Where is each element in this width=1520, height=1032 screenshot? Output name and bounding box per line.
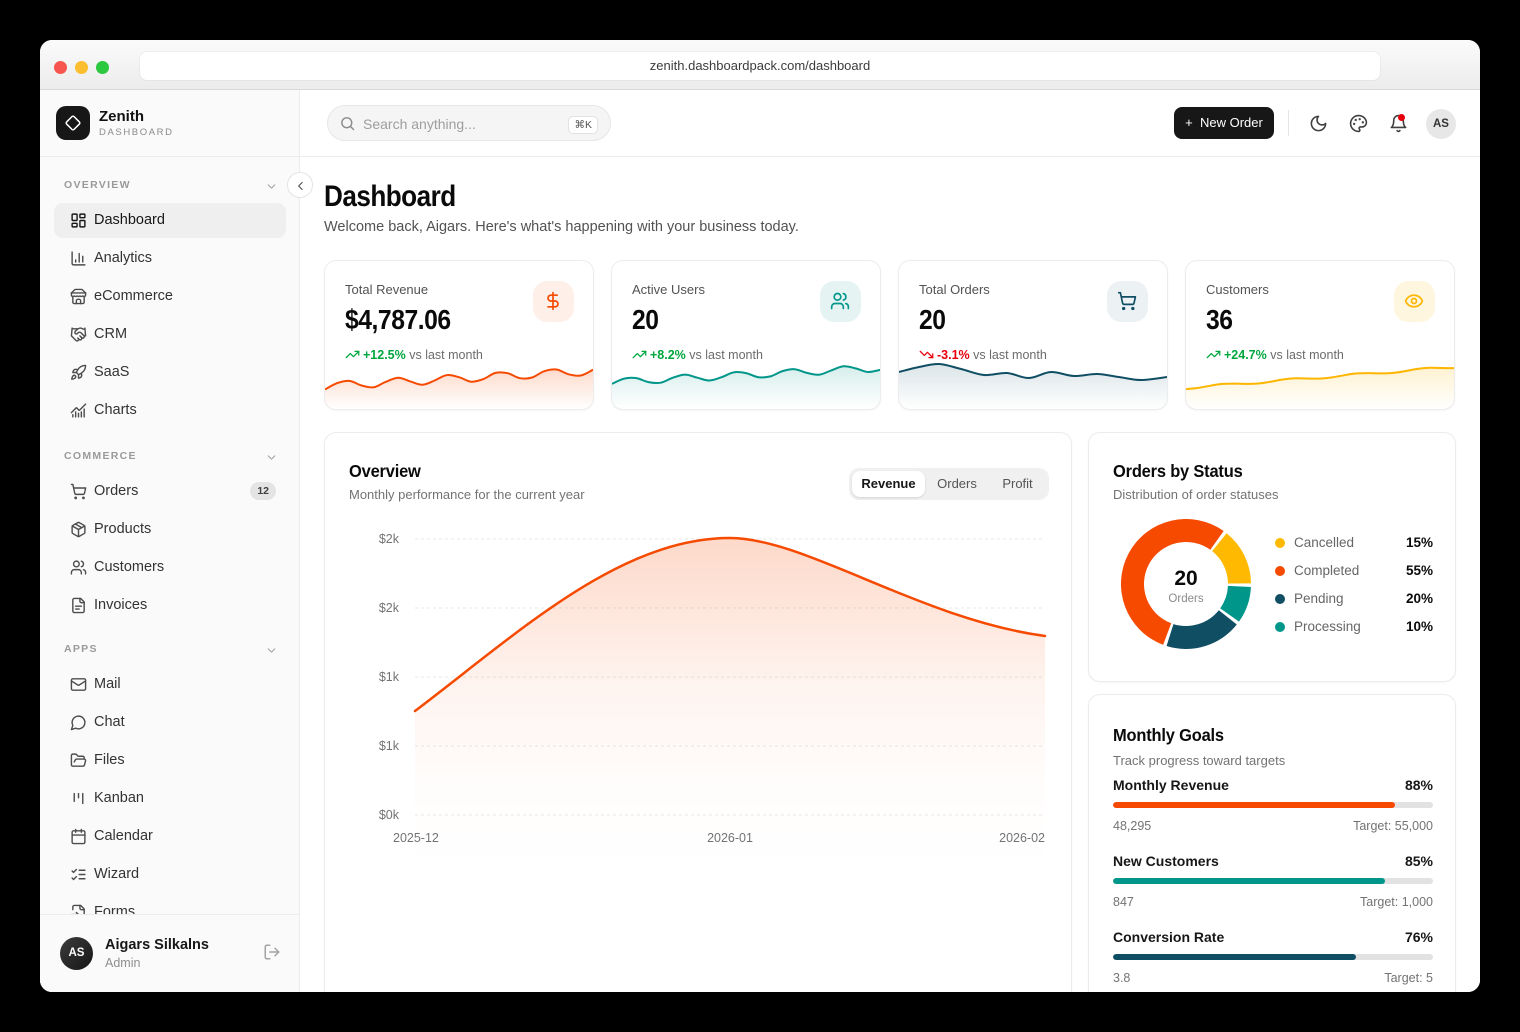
svg-text:$2k: $2k <box>379 532 400 546</box>
svg-text:$1k: $1k <box>379 739 400 753</box>
svg-text:$2k: $2k <box>379 601 400 615</box>
svg-text:$1k: $1k <box>379 670 400 684</box>
svg-text:$0k: $0k <box>379 808 400 822</box>
